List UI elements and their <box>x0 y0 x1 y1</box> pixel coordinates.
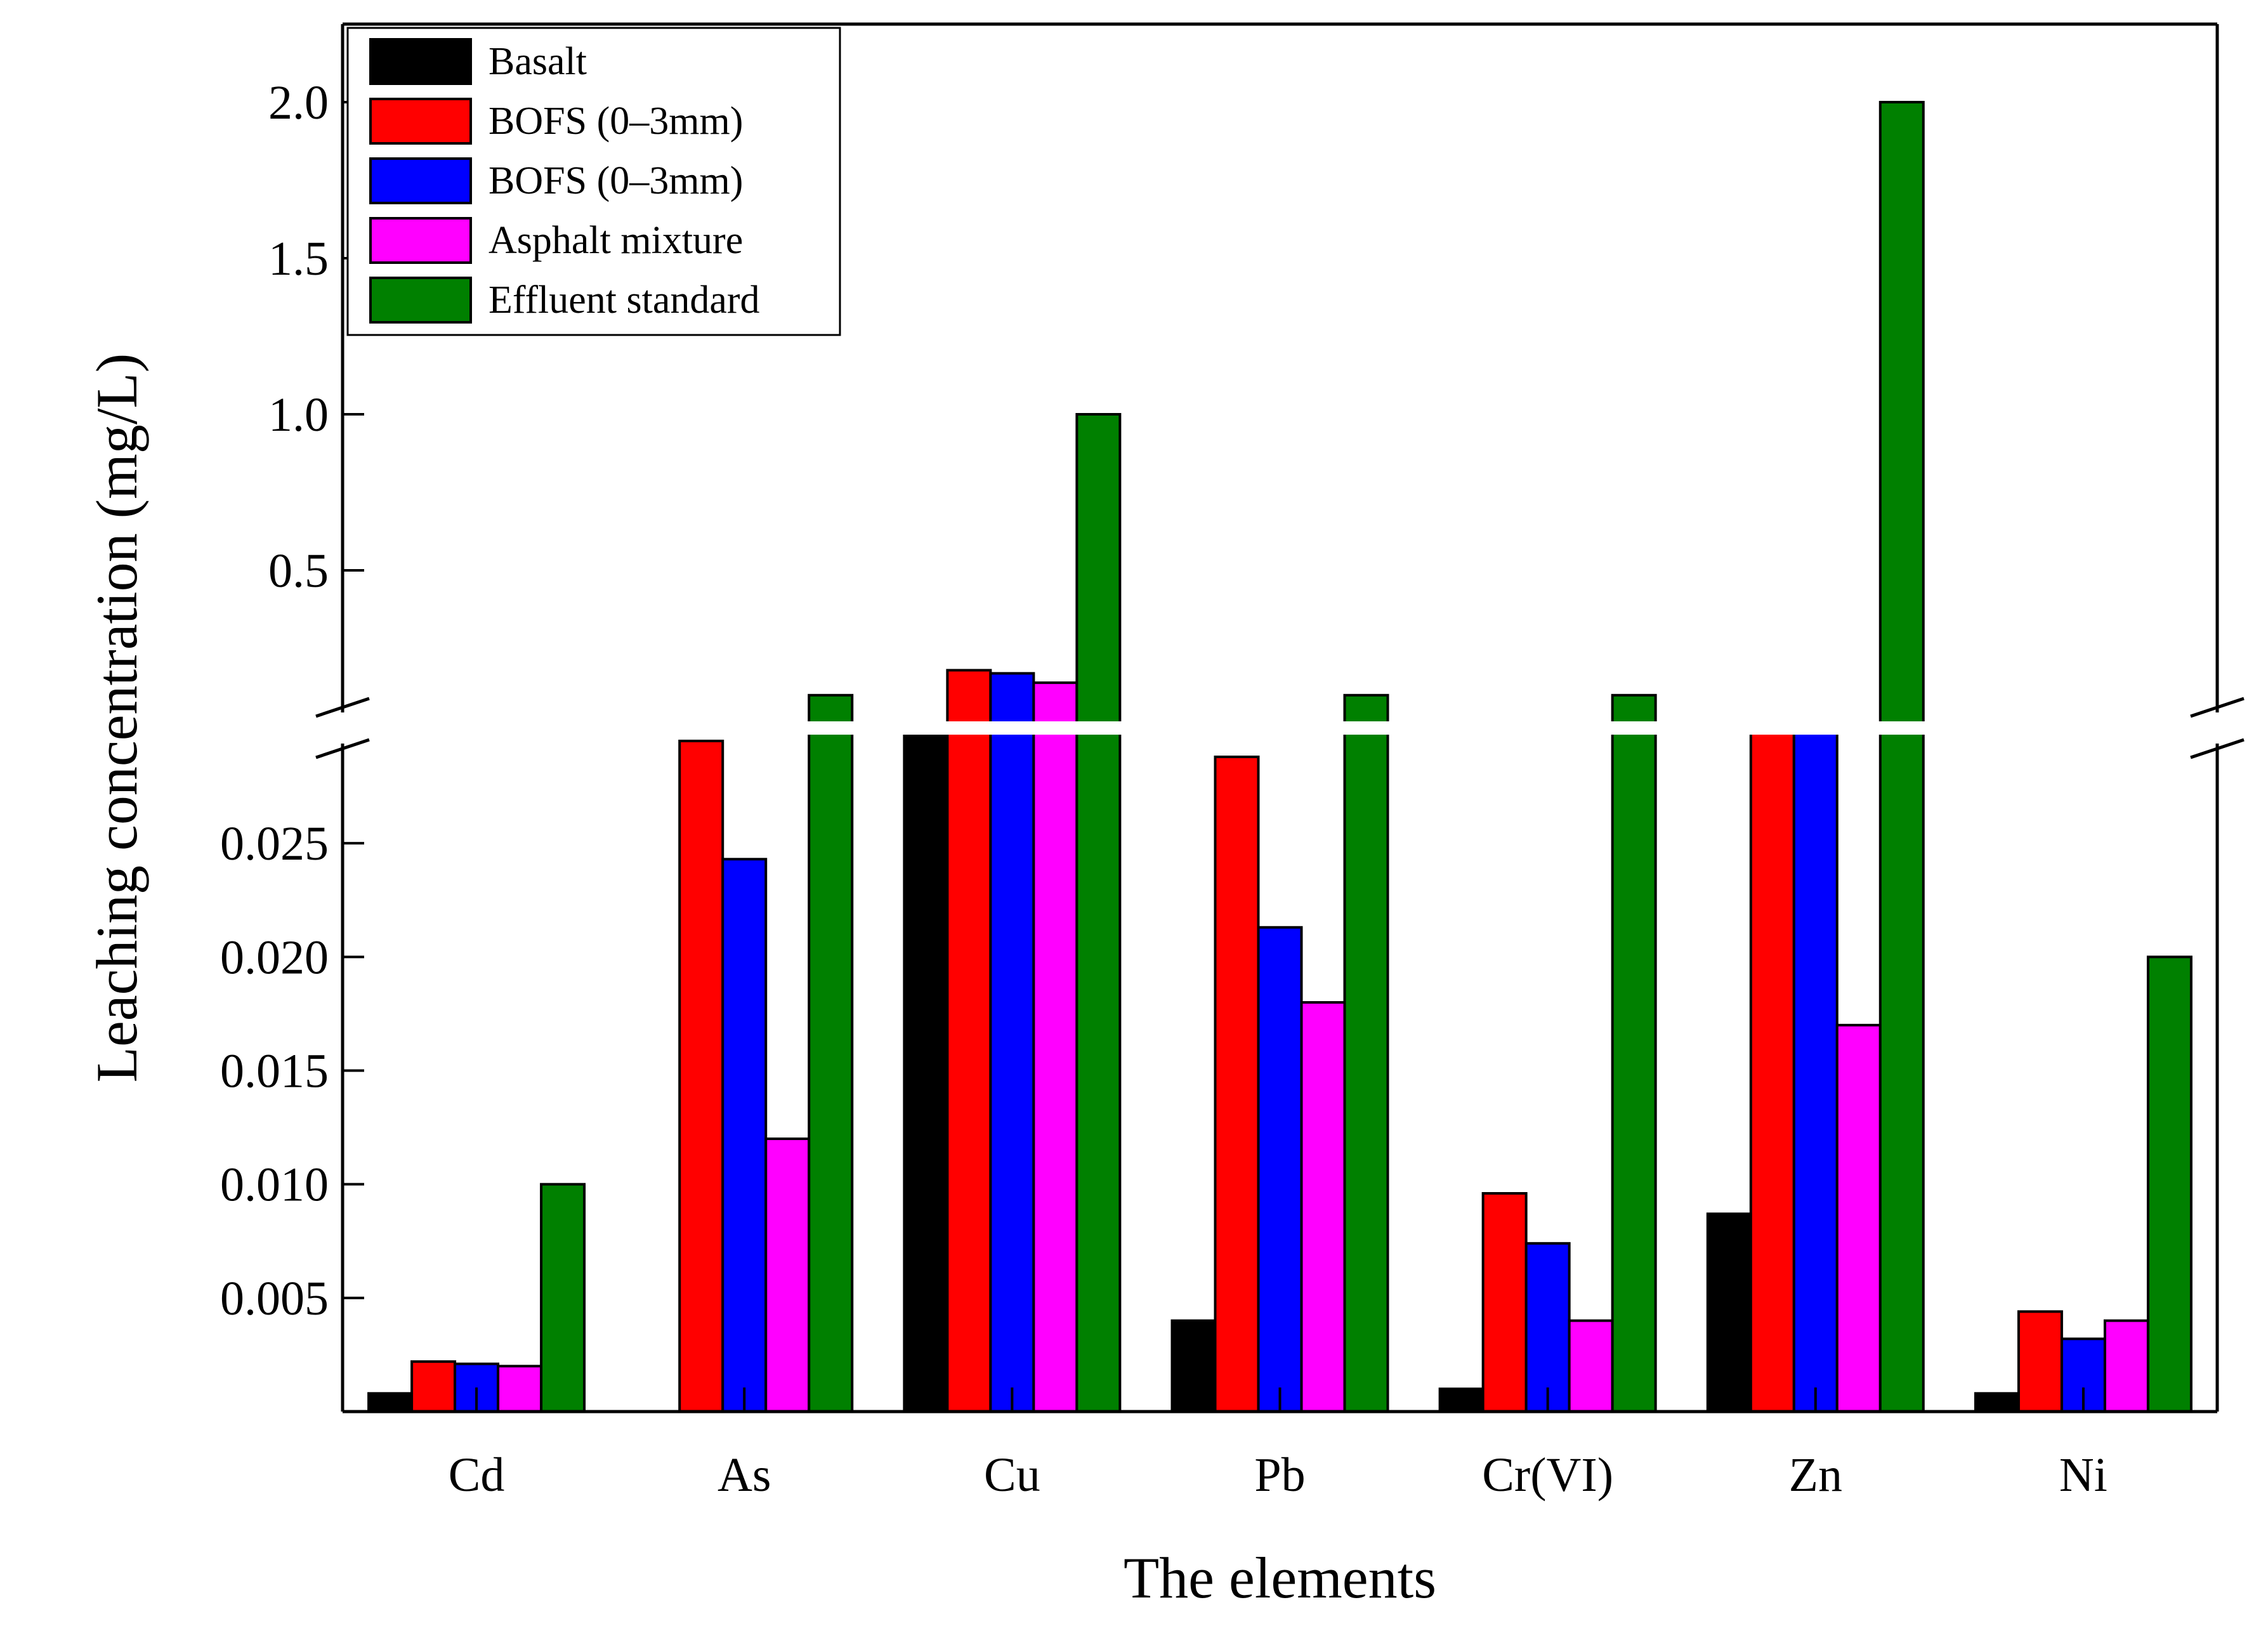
x-tick-label-ni: Ni <box>2059 1448 2107 1502</box>
bar-crvi-series-1 <box>1438 1387 1485 1413</box>
bar-zn-series-3 <box>1792 728 1839 1413</box>
legend-swatch <box>369 277 472 324</box>
x-tick-label-cu: Cu <box>984 1448 1040 1502</box>
bar-ni-series-1 <box>1974 1392 2020 1413</box>
bar-cu-series-5 <box>1075 413 1122 1413</box>
bar-ni-series-4 <box>2103 1319 2149 1413</box>
bar-ni-series-5 <box>2146 955 2193 1413</box>
bar-cu-series-3 <box>989 672 1035 1413</box>
right-break-mark-top <box>2190 697 2245 718</box>
bar-zn-series-2 <box>1749 728 1795 1413</box>
bar-cd-series-4 <box>497 1365 543 1413</box>
plot-frame <box>315 22 2245 1413</box>
right-break-mark-bottom <box>2190 738 2245 759</box>
y-tick-label: 1.5 <box>268 232 329 285</box>
legend-swatch <box>369 38 472 85</box>
bar-pb-series-2 <box>1214 756 1260 1413</box>
x-axis-title: The elements <box>1124 1545 1436 1610</box>
bar-pb-series-4 <box>1300 1001 1346 1413</box>
y-tick-label: 2.0 <box>268 76 329 129</box>
bar-cd-series-1 <box>367 1392 414 1413</box>
bar-pb-series-1 <box>1170 1319 1217 1413</box>
ticks-group: 0.005 0.010 0.015 0.020 0.025 0.5 1.0 1.5 2.0 <box>220 76 364 1325</box>
bar-cu-series-1 <box>903 728 949 1413</box>
bar-ni-series-2 <box>2017 1310 2063 1413</box>
bar-as-series-5 <box>808 693 854 1413</box>
y-axis-title: Leaching concentration (mg/L) <box>84 353 149 1083</box>
legend-label: Effluent standard <box>488 279 760 322</box>
bar-cd-series-5 <box>540 1183 586 1413</box>
legend-swatch <box>369 98 472 145</box>
y-tick-label: 0.005 <box>220 1272 329 1325</box>
bar-as-series-4 <box>764 1138 811 1413</box>
x-tick-label-cd: Cd <box>449 1448 505 1502</box>
x-tick-label-as: As <box>718 1448 771 1502</box>
y-tick-label: 0.015 <box>220 1045 329 1098</box>
axis-break-gaps <box>345 721 2215 735</box>
bar-zn-series-5 <box>1878 101 1925 1413</box>
y-tick-label: 1.0 <box>268 388 329 442</box>
bar-pb-series-5 <box>1343 693 1389 1413</box>
legend-swatch <box>369 157 472 204</box>
bar-zn-series-4 <box>1835 1023 1882 1413</box>
y-tick-label: 0.020 <box>220 931 329 984</box>
bar-cu-series-4 <box>1032 681 1078 1413</box>
x-tick-label-crvi: Cr(VI) <box>1482 1448 1613 1502</box>
bar-cu-series-2 <box>946 669 992 1413</box>
legend-swatch <box>369 217 472 264</box>
legend-label: BOFS (0–3mm) <box>488 159 743 202</box>
legend-label: Basalt <box>488 40 587 83</box>
break-band <box>345 721 2215 735</box>
bar-as-series-2 <box>678 739 724 1413</box>
left-break-mark-top <box>315 697 370 718</box>
x-tick-label-zn: Zn <box>1789 1448 1842 1502</box>
x-tick-label-pb: Pb <box>1254 1448 1305 1502</box>
legend-label: BOFS (0–3mm) <box>488 100 743 143</box>
bar-crvi-series-3 <box>1524 1242 1571 1413</box>
bar-pb-series-3 <box>1257 926 1303 1413</box>
y-tick-label: 0.025 <box>220 817 329 870</box>
bar-as-series-3 <box>721 858 768 1413</box>
y-tick-label: 0.5 <box>268 544 329 598</box>
left-break-mark-bottom <box>315 738 370 759</box>
bar-crvi-series-5 <box>1611 693 1657 1413</box>
bar-zn-series-1 <box>1706 1212 1752 1413</box>
bar-crvi-series-2 <box>1481 1192 1528 1413</box>
bars-group: Cd As Cu Pb Cr(VI) Zn Ni <box>367 101 2193 1502</box>
legend-label: Asphalt mixture <box>488 219 743 262</box>
legend: Basalt BOFS (0–3mm) BOFS (0–3mm) Asphalt mi… <box>346 27 841 336</box>
y-tick-label: 0.010 <box>220 1158 329 1212</box>
bar-cd-series-2 <box>410 1360 457 1413</box>
bar-crvi-series-4 <box>1568 1319 1614 1413</box>
